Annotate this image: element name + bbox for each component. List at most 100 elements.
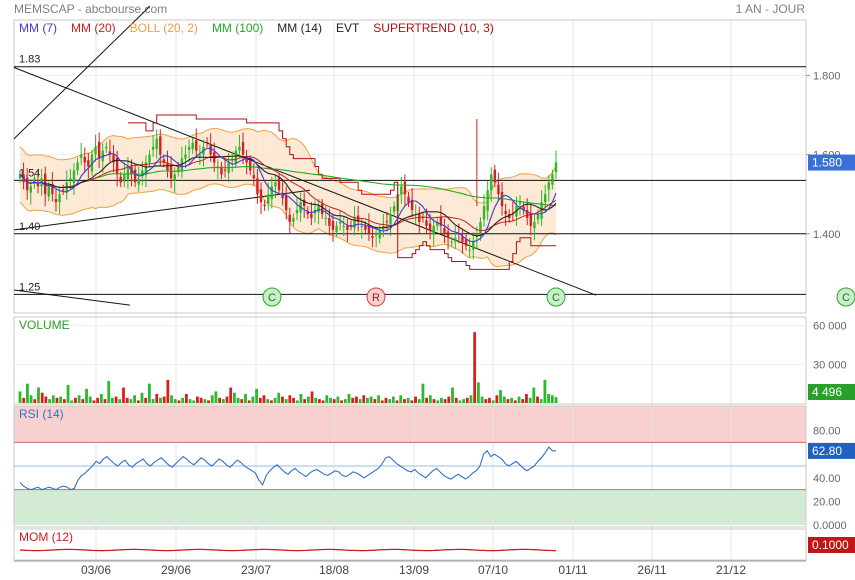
rsi-title: RSI (14) [19, 407, 64, 421]
candle-body [209, 145, 212, 155]
period-label: 1 AN - JOUR [735, 2, 805, 16]
volume-bar [136, 400, 140, 403]
candle-body [378, 229, 381, 239]
candle-body [450, 241, 453, 243]
volume-bar [513, 400, 517, 403]
last-price-value: 1.580 [812, 156, 842, 170]
bollinger-lower-line [19, 183, 557, 268]
legend-item: SUPERTREND (10, 3) [373, 21, 493, 35]
candle-body [335, 225, 338, 233]
chart-header: MEMSCAP - abcbourse.com 1 AN - JOUR [0, 0, 855, 18]
price-panel [13, 19, 807, 314]
volume-bar [295, 400, 299, 403]
price-level-label: 1.40 [19, 221, 40, 233]
volume-bar [473, 332, 477, 403]
candle-body [356, 215, 360, 222]
candle-body [439, 217, 443, 226]
rsi-tick-label: 0.0000 [813, 520, 847, 532]
candle-body [554, 162, 558, 173]
evt-trendline-low [13, 289, 131, 306]
volume-bar [388, 399, 392, 403]
volume-bar [314, 397, 318, 403]
volume-bar [384, 397, 388, 403]
buy-signal-marker [262, 287, 282, 307]
volume-bar [321, 400, 325, 403]
candle-body [281, 192, 284, 199]
candle-body [18, 174, 22, 179]
volume-bar [184, 393, 188, 403]
legend-item: MM (100) [212, 21, 263, 35]
volume-bar [251, 396, 255, 403]
volume-bar [299, 393, 303, 403]
volume-bar [51, 395, 55, 403]
candle-body [385, 221, 389, 223]
volume-bar [159, 397, 162, 403]
volume-bar [62, 399, 66, 403]
volume-bar [125, 397, 129, 403]
volume-bar [528, 397, 532, 403]
candle-body [288, 214, 291, 222]
candle-body [468, 249, 471, 251]
candle-body [112, 154, 115, 163]
mm14-line [19, 155, 557, 237]
volume-bar [340, 400, 343, 403]
volume-bar [92, 400, 96, 403]
volume-bar [414, 396, 417, 403]
volume-bar [144, 397, 148, 403]
signal-marker-label: C [552, 292, 560, 304]
volume-bar [77, 395, 81, 403]
volume-bar [129, 399, 133, 403]
candle-body [432, 225, 435, 235]
volume-bar [196, 396, 199, 403]
buy-signal-marker [836, 287, 855, 307]
volume-tick-label: 30 000 [813, 359, 847, 371]
candle-body [195, 140, 198, 151]
volume-bar [476, 382, 480, 403]
volume-bar [410, 400, 414, 403]
candle-body [407, 196, 410, 203]
volume-bar [99, 393, 103, 403]
candle-body [328, 217, 331, 226]
candle-body [198, 154, 202, 156]
volume-bar [221, 399, 225, 403]
candle-body [425, 220, 428, 226]
volume-bar [536, 396, 539, 403]
candle-body [353, 217, 356, 229]
volume-bar [554, 397, 558, 403]
volume-bar [454, 397, 458, 403]
price-level-label: 1.83 [19, 54, 40, 66]
candle-body [137, 178, 140, 185]
volume-bar [354, 396, 358, 403]
candle-body [277, 177, 281, 191]
candle-body [547, 182, 551, 190]
volume-bar [173, 399, 177, 403]
candle-body [529, 213, 533, 226]
candle-body [522, 206, 525, 211]
candle-body [389, 214, 392, 225]
volume-bar [177, 400, 181, 403]
candle-body [342, 225, 345, 227]
volume-bar [59, 396, 63, 403]
candle-body [310, 214, 313, 218]
volume-bar [292, 397, 295, 403]
volume-bar [306, 396, 310, 403]
last-price-badge [808, 154, 855, 171]
candle-body [97, 141, 101, 159]
candle-body [83, 156, 86, 163]
volume-bar [332, 399, 336, 403]
candle-body [421, 217, 425, 219]
volume-bar [18, 391, 22, 403]
volume-bar [244, 393, 247, 403]
candle-body [141, 170, 144, 177]
candle-body [479, 221, 482, 237]
candle-body [119, 176, 122, 183]
rsi-overbought-zone [14, 406, 806, 443]
signal-marker-label: R [372, 292, 380, 304]
x-tick-label: 26/11 [637, 563, 666, 577]
candle-body [58, 194, 61, 203]
volume-bar [329, 397, 332, 403]
volume-bar [188, 399, 192, 403]
price-tick-label: 1.800 [813, 70, 841, 82]
momentum-panel [13, 528, 807, 561]
